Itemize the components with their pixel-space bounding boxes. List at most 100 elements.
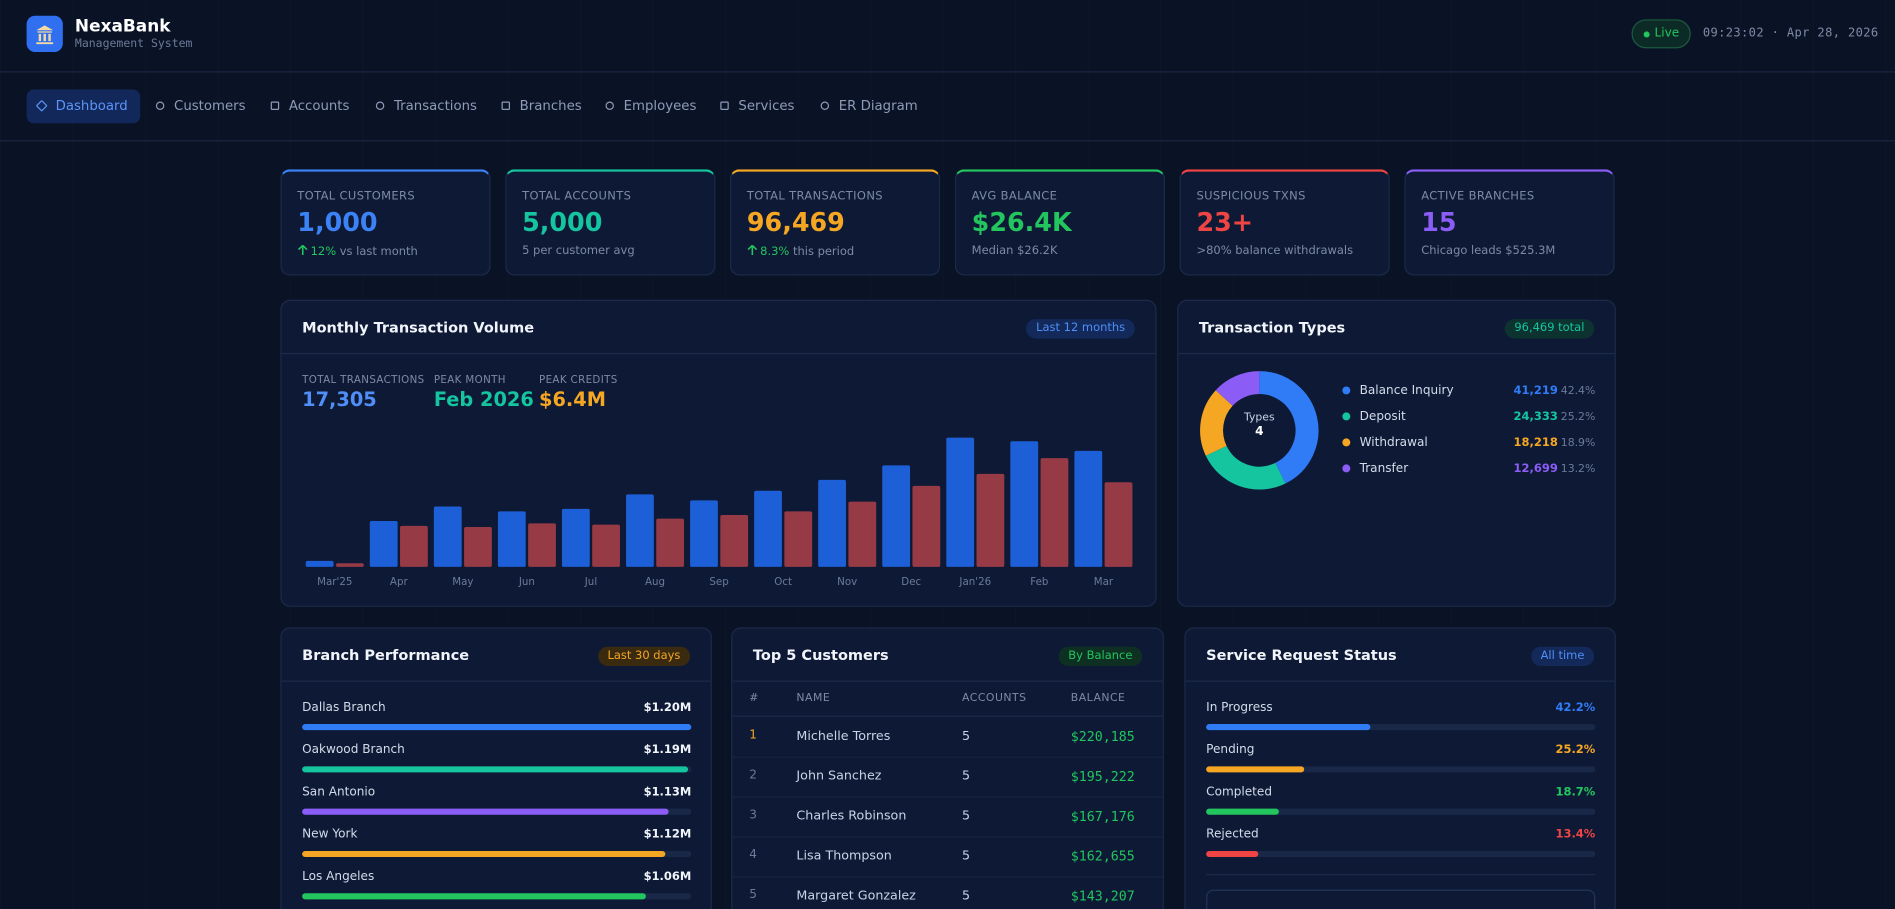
x-tick-label: May bbox=[452, 576, 473, 588]
row-label: Dallas Branch bbox=[302, 700, 386, 714]
nav-item[interactable]: Employees bbox=[595, 89, 709, 123]
table-cell: $162,655 bbox=[1070, 848, 1135, 865]
kpi-card: SUSPICIOUS TXNS 23+ >80% balance withdrawa… bbox=[1179, 169, 1390, 276]
panel: Transaction Types 96,469 total Types 4 Balan… bbox=[1177, 299, 1616, 607]
row-rule bbox=[732, 876, 1163, 878]
x-tick-label: Apr bbox=[390, 576, 409, 588]
kpi-label: TOTAL CUSTOMERS bbox=[297, 189, 416, 204]
legend-value: 24,333 bbox=[1514, 409, 1558, 423]
legend-dot bbox=[1342, 464, 1351, 473]
summary-box bbox=[1206, 889, 1596, 909]
table-cell: 2 bbox=[749, 768, 758, 783]
panel: Top 5 Customers By Balance # NAME ACCOUNTS BA… bbox=[731, 627, 1164, 909]
table-cell: $167,176 bbox=[1070, 808, 1135, 825]
nav-label[interactable]: Transactions bbox=[393, 97, 477, 114]
table-cell: 4 bbox=[749, 848, 758, 862]
row-value: $1.20M bbox=[644, 700, 692, 714]
kpi-sub: Chicago leads $525.3M bbox=[1421, 244, 1555, 257]
nav-item[interactable]: Dashboard bbox=[26, 89, 140, 124]
nav-item[interactable]: Services bbox=[709, 89, 806, 123]
bar bbox=[369, 520, 398, 567]
nav-icon bbox=[35, 99, 48, 112]
stat-value: Feb 2026 bbox=[433, 388, 534, 411]
bar bbox=[690, 500, 718, 567]
panel-title: Transaction Types bbox=[1198, 319, 1346, 337]
nav-item[interactable]: Transactions bbox=[365, 89, 489, 123]
kpi-sub: 5 per customer avg bbox=[522, 244, 635, 257]
legend-share: 42.4% bbox=[1561, 384, 1595, 397]
live-text: Live bbox=[1654, 26, 1680, 40]
bar bbox=[464, 527, 492, 567]
kpi-label: AVG BALANCE bbox=[971, 189, 1058, 204]
live-dot bbox=[1643, 31, 1650, 38]
row-label: Completed bbox=[1206, 784, 1272, 798]
kpi-label: TOTAL ACCOUNTS bbox=[522, 189, 632, 204]
bar bbox=[592, 524, 620, 567]
x-tick-label: Jan'26 bbox=[958, 576, 991, 588]
header-bar bbox=[0, 0, 1895, 73]
stat-label: PEAK MONTH bbox=[433, 374, 506, 387]
kpi-label: TOTAL TRANSACTIONS bbox=[746, 189, 883, 204]
nav-label[interactable]: Employees bbox=[623, 97, 697, 114]
table-rule bbox=[732, 715, 1163, 717]
bar bbox=[784, 511, 813, 567]
row-label: In Progress bbox=[1206, 700, 1273, 714]
legend-value: 41,219 bbox=[1514, 383, 1558, 397]
bar bbox=[912, 485, 941, 567]
logo-icon bbox=[36, 25, 54, 45]
kpi-sub: Median $26.2K bbox=[972, 244, 1058, 257]
nav-item[interactable]: Customers bbox=[145, 89, 258, 123]
nav-label[interactable]: ER Diagram bbox=[838, 97, 918, 114]
bar bbox=[305, 560, 334, 567]
kpi-note: Median $26.2K bbox=[971, 244, 1058, 258]
legend-share: 18.9% bbox=[1561, 436, 1595, 449]
table-cell: John Sanchez bbox=[796, 768, 882, 784]
legend-label: Withdrawal bbox=[1360, 435, 1428, 449]
bar-track bbox=[1206, 808, 1596, 815]
nav-label[interactable]: Branches bbox=[519, 97, 582, 114]
nav-label[interactable]: Services bbox=[738, 97, 795, 114]
bar-track bbox=[1206, 850, 1596, 858]
bar bbox=[400, 525, 428, 567]
row-rule bbox=[732, 796, 1163, 798]
bar bbox=[335, 563, 364, 567]
row-value: 25.2% bbox=[1555, 742, 1595, 756]
panel-title: Top 5 Customers bbox=[752, 646, 889, 664]
bar bbox=[626, 494, 654, 567]
bar bbox=[1010, 441, 1039, 567]
nav-item[interactable]: ER Diagram bbox=[810, 89, 930, 123]
x-tick-label: Feb bbox=[1030, 576, 1048, 588]
chart-svg bbox=[36, 25, 54, 45]
legend-value: 18,218 bbox=[1514, 435, 1558, 449]
chart-svg: Mar'25 Apr May Jun Jul Aug Sep Oct Nov Dec Jan'26 F… bbox=[305, 437, 1133, 588]
table-header: BALANCE bbox=[1070, 692, 1126, 705]
stat-value: 17,305 bbox=[302, 388, 377, 411]
table-cell: Margaret Gonzalez bbox=[796, 888, 916, 903]
legend-dot bbox=[1342, 386, 1351, 395]
up-arrow bbox=[297, 244, 308, 256]
nav-item[interactable]: Accounts bbox=[260, 89, 362, 123]
kpi-sub: 12% vs last month bbox=[297, 244, 418, 259]
kpi-card: TOTAL ACCOUNTS 5,000 5 per customer avg bbox=[505, 169, 716, 276]
kpi-value: $26.4K bbox=[971, 207, 1072, 237]
nav-label[interactable]: Customers bbox=[174, 97, 246, 114]
stat-value: $6.4M bbox=[539, 388, 606, 411]
bar bbox=[976, 473, 1005, 567]
nav-label[interactable]: Dashboard bbox=[55, 97, 128, 114]
bar bbox=[946, 437, 975, 567]
nav-item[interactable]: Branches bbox=[491, 89, 594, 123]
bar bbox=[818, 479, 846, 567]
row-rule bbox=[732, 836, 1163, 838]
row-label: Oakwood Branch bbox=[302, 742, 405, 756]
legend-label: Deposit bbox=[1360, 409, 1406, 423]
nav-label[interactable]: Accounts bbox=[288, 97, 350, 114]
row-label: New York bbox=[302, 827, 357, 841]
stat-label: PEAK CREDITS bbox=[539, 374, 618, 387]
row-label: Pending bbox=[1206, 742, 1254, 756]
panel-divider bbox=[281, 680, 711, 682]
row-value: $1.19M bbox=[644, 742, 692, 756]
bar bbox=[497, 511, 526, 567]
x-tick-label: Dec bbox=[901, 576, 921, 588]
